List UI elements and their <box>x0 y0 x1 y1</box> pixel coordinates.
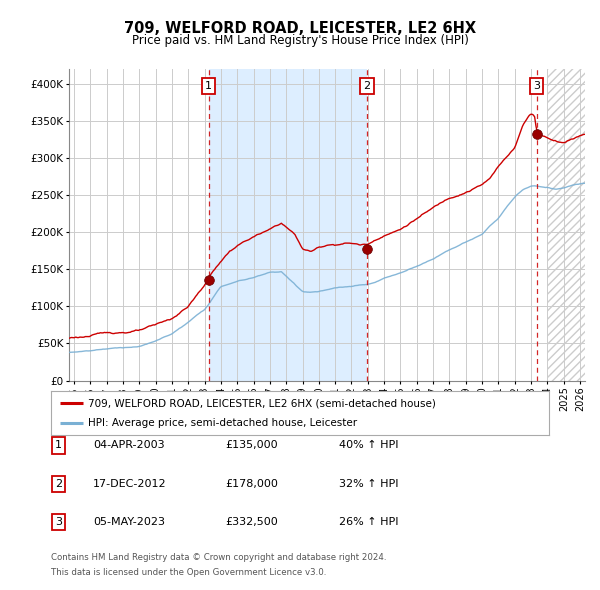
Text: 1: 1 <box>205 81 212 91</box>
Text: 2: 2 <box>364 81 371 91</box>
Text: 2: 2 <box>55 479 62 489</box>
Text: HPI: Average price, semi-detached house, Leicester: HPI: Average price, semi-detached house,… <box>88 418 358 428</box>
Text: 709, WELFORD ROAD, LEICESTER, LE2 6HX (semi-detached house): 709, WELFORD ROAD, LEICESTER, LE2 6HX (s… <box>88 398 436 408</box>
Text: 17-DEC-2012: 17-DEC-2012 <box>93 479 167 489</box>
Text: 1: 1 <box>55 441 62 450</box>
Text: Contains HM Land Registry data © Crown copyright and database right 2024.: Contains HM Land Registry data © Crown c… <box>51 553 386 562</box>
Text: 709, WELFORD ROAD, LEICESTER, LE2 6HX: 709, WELFORD ROAD, LEICESTER, LE2 6HX <box>124 21 476 35</box>
Text: 3: 3 <box>533 81 541 91</box>
Text: 40% ↑ HPI: 40% ↑ HPI <box>339 441 398 450</box>
Text: This data is licensed under the Open Government Licence v3.0.: This data is licensed under the Open Gov… <box>51 568 326 577</box>
Text: £135,000: £135,000 <box>225 441 278 450</box>
Text: 3: 3 <box>55 517 62 527</box>
Text: 04-APR-2003: 04-APR-2003 <box>93 441 164 450</box>
Text: Price paid vs. HM Land Registry's House Price Index (HPI): Price paid vs. HM Land Registry's House … <box>131 34 469 47</box>
Text: 05-MAY-2023: 05-MAY-2023 <box>93 517 165 527</box>
Bar <box>547 69 585 381</box>
Text: £178,000: £178,000 <box>225 479 278 489</box>
Text: £332,500: £332,500 <box>225 517 278 527</box>
Text: 32% ↑ HPI: 32% ↑ HPI <box>339 479 398 489</box>
Text: 26% ↑ HPI: 26% ↑ HPI <box>339 517 398 527</box>
Bar <box>209 69 367 381</box>
